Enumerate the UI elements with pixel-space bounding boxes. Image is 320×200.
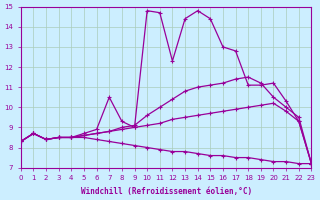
X-axis label: Windchill (Refroidissement éolien,°C): Windchill (Refroidissement éolien,°C) [81, 187, 252, 196]
